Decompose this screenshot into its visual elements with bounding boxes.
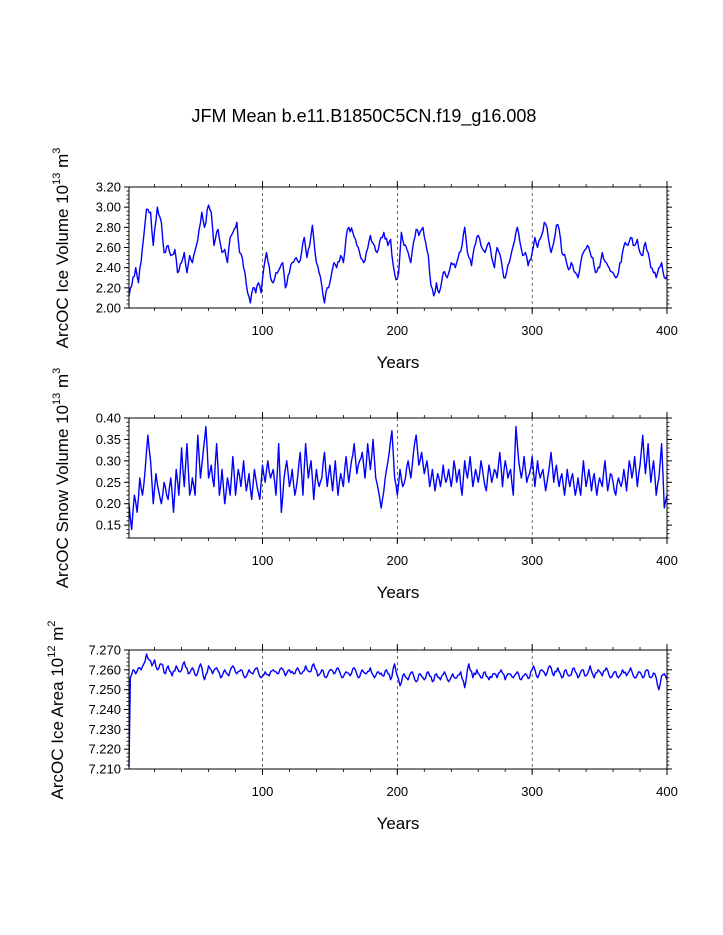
y-tick-label: 0.15: [96, 518, 121, 533]
y-tick-label: 2.40: [96, 260, 121, 275]
x-tick-label: 300: [521, 553, 543, 568]
x-tick-label: 300: [521, 784, 543, 799]
y-tick-label: 2.00: [96, 301, 121, 316]
y-tick-label: 7.260: [88, 662, 121, 677]
y-tick-label: 7.270: [88, 643, 121, 658]
y-tick-label: 2.20: [96, 280, 121, 295]
x-tick-label: 100: [252, 553, 274, 568]
ice-area-series-line: [128, 653, 668, 768]
y-tick-label: 0.35: [96, 432, 121, 447]
x-tick-label: 400: [656, 323, 678, 338]
y-tick-label: 7.230: [88, 722, 121, 737]
y-tick-label: 0.20: [96, 496, 121, 511]
x-tick-label: 400: [656, 553, 678, 568]
x-axis-title: Years: [377, 353, 420, 372]
y-tick-label: 7.210: [88, 762, 121, 777]
y-axis-title: ArcOC Ice Area 1012 m2: [46, 621, 67, 800]
x-tick-label: 200: [386, 784, 408, 799]
y-tick-label: 2.80: [96, 220, 121, 235]
chart-title: JFM Mean b.e11.B1850C5CN.f19_g16.008: [192, 106, 537, 127]
x-axis-title: Years: [377, 814, 420, 833]
snow-volume-panel: 0.15 0.20 0.25 0.30 0.35 0.40 100 200 300 400 Year…: [51, 368, 678, 602]
x-tick-label: 100: [252, 784, 274, 799]
y-tick-label: 2.60: [96, 240, 121, 255]
y-tick-label: 7.250: [88, 682, 121, 697]
y-tick-label: 7.240: [88, 702, 121, 717]
ice-area-panel: 7.210 7.220 7.230 7.240 7.250 7.260 7.270 100 20…: [46, 621, 678, 834]
x-tick-label: 200: [386, 323, 408, 338]
y-tick-label: 0.25: [96, 475, 121, 490]
y-axis-title: ArcOC Ice Volume 1013 m3: [51, 148, 72, 349]
ice-volume-series-line: [128, 204, 668, 304]
plot-frame: [128, 417, 668, 539]
x-tick-label: 300: [521, 323, 543, 338]
y-tick-label: 3.00: [96, 200, 121, 215]
x-tick-label: 200: [386, 553, 408, 568]
y-tick-label: 0.30: [96, 453, 121, 468]
ice-volume-panel: 2.00 2.20 2.40 2.60 2.80 3.00 3.20 100 200 300 400…: [51, 148, 678, 372]
snow-volume-series-line: [128, 425, 668, 531]
x-tick-label: 400: [656, 784, 678, 799]
y-axis-title: ArcOC Snow Volume 1013 m3: [51, 368, 72, 589]
x-tick-label: 100: [252, 323, 274, 338]
y-tick-label: 7.220: [88, 742, 121, 757]
y-tick-label: 3.20: [96, 180, 121, 195]
x-axis-title: Years: [377, 583, 420, 602]
y-tick-label: 0.40: [96, 411, 121, 426]
